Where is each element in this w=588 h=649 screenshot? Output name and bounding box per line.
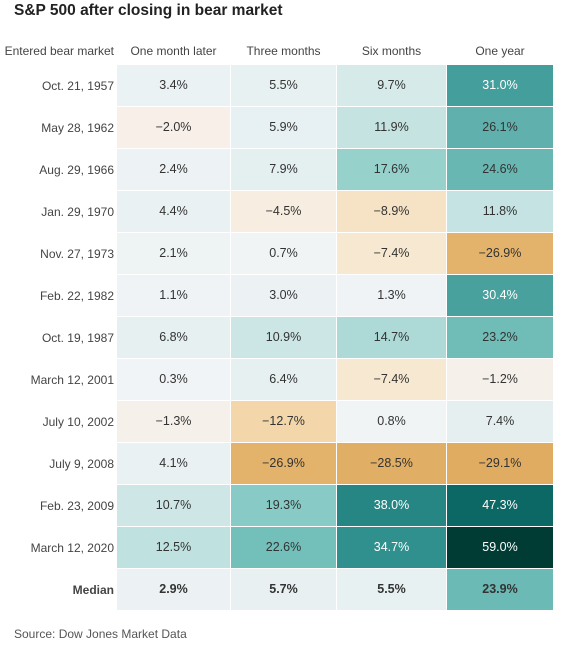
value-cell: 6.4% [231,359,336,400]
column-header-2: Three months [246,44,321,58]
value-cell: 4.4% [117,191,230,232]
value-cell: 9.7% [337,65,446,106]
value-cell: 2.9% [117,569,230,610]
value-cell: −26.9% [231,443,336,484]
row-date-label: Feb. 23, 2009 [39,499,114,513]
value-cell: 1.1% [117,275,230,316]
value-cell: 24.6% [447,149,553,190]
table-row: Feb. 23, 2009 10.7% 19.3% 38.0% 47.3% [0,485,588,527]
median-label: Median [72,583,114,597]
value-cell: 34.7% [337,527,446,568]
table-row: Oct. 19, 1987 6.8% 10.9% 14.7% 23.2% [0,317,588,359]
value-cell: 4.1% [117,443,230,484]
value-cell: 0.7% [231,233,336,274]
value-cell: −7.4% [337,359,446,400]
value-cell: 23.2% [447,317,553,358]
table-header: Entered bear market One month later Three … [0,44,588,62]
median-row: Median 2.9% 5.7% 5.5% 23.9% [0,569,588,611]
value-cell: 7.4% [447,401,553,442]
value-cell: 5.9% [231,107,336,148]
row-date-label: July 9, 2008 [49,457,114,471]
chart-title: S&P 500 after closing in bear market [14,2,283,19]
value-cell: −1.3% [117,401,230,442]
value-cell: 30.4% [447,275,553,316]
value-cell: −2.0% [117,107,230,148]
value-cell: 6.8% [117,317,230,358]
row-date-label: Aug. 29, 1966 [39,163,114,177]
value-cell: −7.4% [337,233,446,274]
value-cell: 5.5% [337,569,446,610]
value-cell: 7.9% [231,149,336,190]
column-header-1: One month later [130,44,217,58]
table-row: Oct. 21, 1957 3.4% 5.5% 9.7% 31.0% [0,65,588,107]
value-cell: 22.6% [231,527,336,568]
row-date-label: Feb. 22, 1982 [39,289,114,303]
column-header-4: One year [475,44,525,58]
value-cell: 0.8% [337,401,446,442]
row-date-label: May 28, 1962 [41,121,114,135]
row-date-label: Nov. 27, 1973 [40,247,114,261]
value-cell: 26.1% [447,107,553,148]
source-note: Source: Dow Jones Market Data [14,627,187,641]
value-cell: −29.1% [447,443,553,484]
table-row: Feb. 22, 1982 1.1% 3.0% 1.3% 30.4% [0,275,588,317]
value-cell: −1.2% [447,359,553,400]
value-cell: 11.8% [447,191,553,232]
value-cell: 2.1% [117,233,230,274]
value-cell: 10.9% [231,317,336,358]
value-cell: 23.9% [447,569,553,610]
row-date-label: Oct. 19, 1987 [41,331,114,345]
table-row: July 10, 2002 −1.3% −12.7% 0.8% 7.4% [0,401,588,443]
value-cell: 17.6% [337,149,446,190]
row-date-label: Oct. 21, 1957 [41,79,114,93]
row-date-label: March 12, 2001 [30,373,114,387]
value-cell: 10.7% [117,485,230,526]
value-cell: 11.9% [337,107,446,148]
table-row: March 12, 2001 0.3% 6.4% −7.4% −1.2% [0,359,588,401]
row-date-label: July 10, 2002 [42,415,114,429]
value-cell: 14.7% [337,317,446,358]
value-cell: 38.0% [337,485,446,526]
table-row: Jan. 29, 1970 4.4% −4.5% −8.9% 11.8% [0,191,588,233]
table-row: July 9, 2008 4.1% −26.9% −28.5% −29.1% [0,443,588,485]
table-row: March 12, 2020 12.5% 22.6% 34.7% 59.0% [0,527,588,569]
value-cell: −28.5% [337,443,446,484]
value-cell: 3.0% [231,275,336,316]
value-cell: 59.0% [447,527,553,568]
row-date-label: March 12, 2020 [30,541,114,555]
value-cell: 47.3% [447,485,553,526]
table-row: Nov. 27, 1973 2.1% 0.7% −7.4% −26.9% [0,233,588,275]
value-cell: 19.3% [231,485,336,526]
value-cell: 0.3% [117,359,230,400]
value-cell: 5.5% [231,65,336,106]
table-row: May 28, 1962 −2.0% 5.9% 11.9% 26.1% [0,107,588,149]
value-cell: −8.9% [337,191,446,232]
value-cell: −12.7% [231,401,336,442]
row-date-label: Jan. 29, 1970 [41,205,114,219]
value-cell: −26.9% [447,233,553,274]
column-header-date: Entered bear market [4,44,114,58]
column-header-3: Six months [361,44,422,58]
value-cell: 31.0% [447,65,553,106]
value-cell: 2.4% [117,149,230,190]
value-cell: 3.4% [117,65,230,106]
value-cell: 5.7% [231,569,336,610]
value-cell: 12.5% [117,527,230,568]
table-row: Aug. 29, 1966 2.4% 7.9% 17.6% 24.6% [0,149,588,191]
value-cell: −4.5% [231,191,336,232]
value-cell: 1.3% [337,275,446,316]
